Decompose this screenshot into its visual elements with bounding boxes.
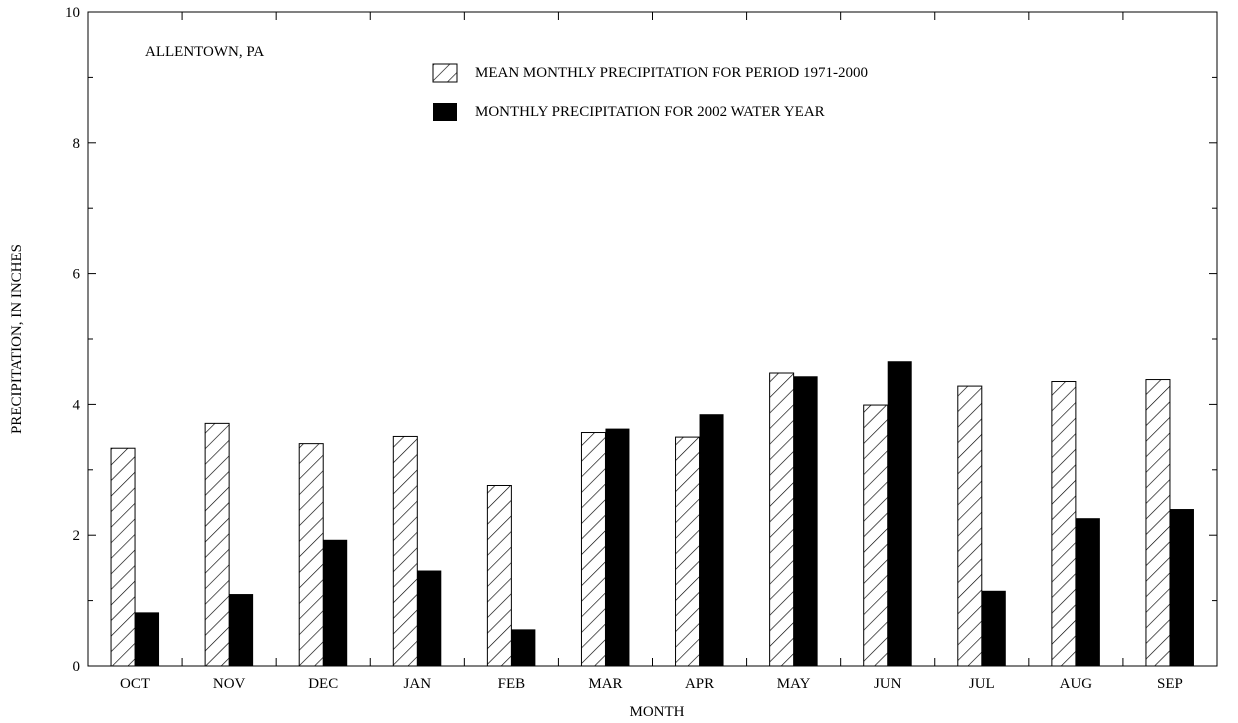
y-axis-title: PRECIPITATION, IN INCHES xyxy=(9,244,25,434)
bar-mean-sep xyxy=(1145,379,1171,667)
legend: MEAN MONTHLY PRECIPITATION FOR PERIOD 19… xyxy=(432,63,868,121)
bar-2002-apr xyxy=(699,414,724,666)
legend-swatch-mean xyxy=(432,63,458,83)
x-tick-label-feb: FEB xyxy=(498,676,526,692)
bar-mean-oct xyxy=(110,447,136,667)
bar-mean-aug xyxy=(1051,381,1077,667)
x-tick-label-may: MAY xyxy=(777,676,811,692)
bar-mean-may xyxy=(769,372,795,667)
bars-group xyxy=(110,361,1194,667)
x-tick-label-dec: DEC xyxy=(308,676,338,692)
bar-mean-nov xyxy=(204,422,230,667)
x-tick-label-sep: SEP xyxy=(1157,676,1183,692)
bar-mean-jan xyxy=(392,435,418,667)
y-tick-label: 6 xyxy=(73,267,81,283)
bar-2002-aug xyxy=(1075,518,1100,666)
bar-2002-feb xyxy=(511,629,536,666)
bar-2002-oct xyxy=(135,612,160,666)
bar-mean-apr xyxy=(675,436,701,667)
y-tick-label: 2 xyxy=(73,528,81,544)
bar-2002-mar xyxy=(605,428,630,666)
bar-mean-jun xyxy=(863,404,889,667)
y-tick-label: 10 xyxy=(65,5,80,21)
x-tick-label-oct: OCT xyxy=(120,676,150,692)
bar-2002-jun xyxy=(887,361,912,666)
station-label: ALLENTOWN, PA xyxy=(145,44,264,60)
bar-2002-jul xyxy=(981,590,1006,666)
x-tick-label-jul: JUL xyxy=(969,676,995,692)
x-axis-title: MONTH xyxy=(630,704,685,720)
bar-mean-jul xyxy=(957,385,983,667)
x-tick-label-apr: APR xyxy=(685,676,714,692)
y-tick-label: 4 xyxy=(73,397,81,413)
bar-2002-sep xyxy=(1169,509,1194,666)
bar-mean-feb xyxy=(486,484,512,667)
legend-label-2002: MONTHLY PRECIPITATION FOR 2002 WATER YEA… xyxy=(475,104,825,120)
legend-label-mean: MEAN MONTHLY PRECIPITATION FOR PERIOD 19… xyxy=(475,65,868,81)
x-tick-label-aug: AUG xyxy=(1060,676,1093,692)
x-tick-label-jun: JUN xyxy=(874,676,902,692)
bar-mean-dec xyxy=(298,443,324,667)
axes-group: 0 2 4 6 8 10 OCT NOV DEC JAN FEB MAR APR MAY JUN JUL AUG… xyxy=(65,5,1218,692)
x-tick-label-jan: JAN xyxy=(404,676,432,692)
legend-swatch-2002 xyxy=(433,103,457,121)
y-tick-label: 0 xyxy=(73,659,81,675)
x-tick-label-mar: MAR xyxy=(588,676,622,692)
bar-2002-nov xyxy=(229,594,254,666)
bar-2002-may xyxy=(793,376,818,666)
bar-2002-dec xyxy=(323,539,348,666)
y-tick-label: 8 xyxy=(73,136,81,152)
bar-2002-jan xyxy=(417,570,442,666)
x-tick-label-nov: NOV xyxy=(213,676,246,692)
bar-mean-mar xyxy=(580,432,606,667)
